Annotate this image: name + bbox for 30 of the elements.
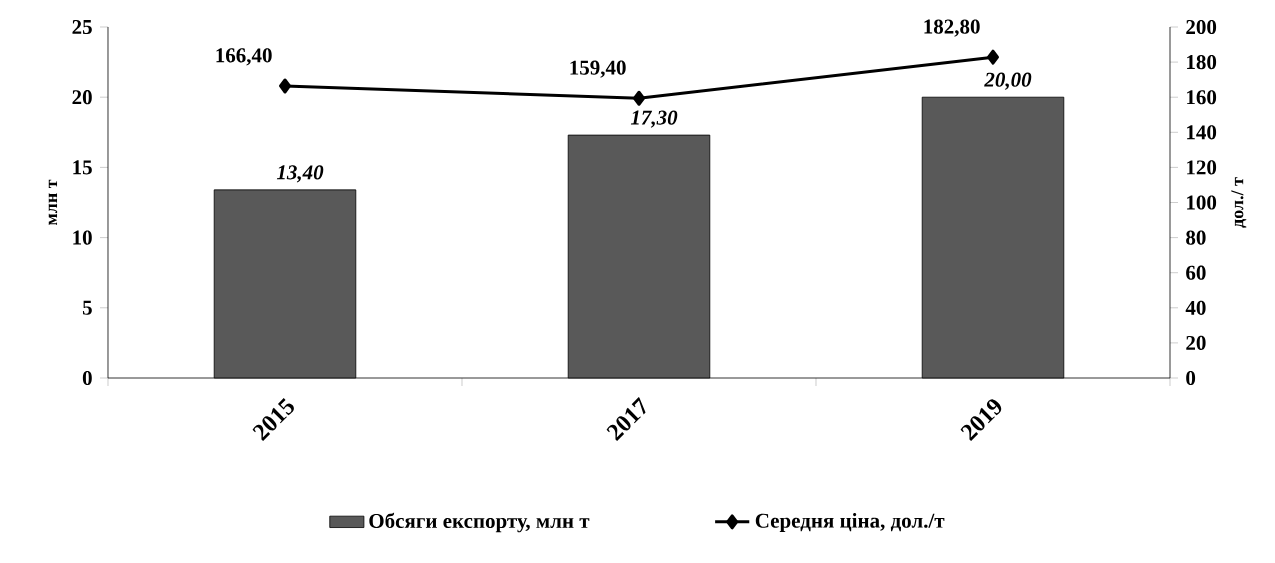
y2-tick-label: 0 [1186, 370, 1196, 386]
y-tick-label: 5 [82, 300, 92, 315]
y2-tick-label: 40 [1185, 300, 1206, 315]
point [279, 78, 291, 94]
y-tick-label: 15 [73, 160, 92, 175]
y-tick-label: 0 [82, 370, 92, 386]
legend-label: Середня ціна, дол./т [755, 513, 945, 533]
y-axis-title: млн т [48, 179, 58, 226]
data-label: 17,30 [630, 110, 678, 128]
y2-tick-label: 180 [1187, 55, 1217, 70]
y2-tick-label: 120 [1187, 160, 1217, 175]
data-label: 166,40 [216, 48, 272, 66]
y2-tick-label: 140 [1187, 125, 1217, 140]
legend-label: Обсяги експорту, млн т [369, 512, 590, 533]
y2-tick-label: 100 [1187, 195, 1217, 210]
y2-tick-label: 60 [1186, 265, 1206, 280]
y-tick-label: 10 [73, 230, 92, 245]
y2-axis-title: дол./ т [1231, 177, 1247, 228]
point [633, 90, 645, 106]
y2-tick-label: 20 [1186, 335, 1206, 350]
y2-tick-label: 160 [1187, 90, 1217, 105]
data-label: 159,40 [570, 60, 626, 78]
data-label: 20,00 [984, 72, 1032, 90]
data-label: 182,80 [924, 19, 980, 37]
point [987, 49, 999, 65]
y2-tick-label: 200 [1186, 19, 1217, 35]
y-tick-label: 20 [72, 90, 92, 105]
data-label: 13,40 [276, 165, 324, 183]
y2-tick-label: 80 [1186, 230, 1206, 245]
y-tick-label: 25 [72, 19, 92, 35]
